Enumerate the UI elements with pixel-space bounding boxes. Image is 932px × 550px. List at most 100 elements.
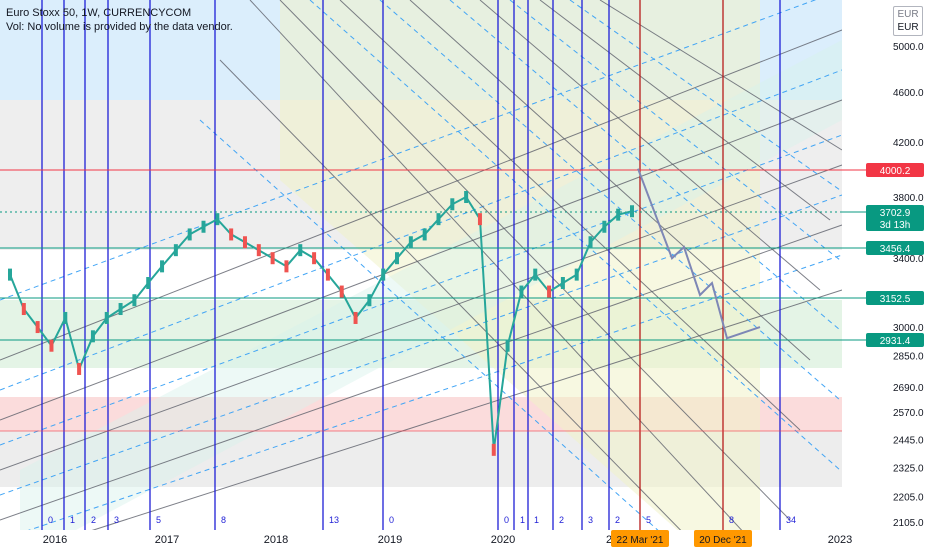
channel-line xyxy=(0,99,843,421)
price-candle xyxy=(118,303,123,316)
price-candle xyxy=(533,268,538,281)
price-candle xyxy=(616,208,621,221)
price-candle xyxy=(450,198,455,211)
price-candle xyxy=(339,285,344,298)
date-label: 20 Dec '21 xyxy=(699,535,747,546)
time-tick: 2018 xyxy=(264,534,288,546)
fan-dash xyxy=(569,0,841,191)
fib-time-label: 34 xyxy=(786,515,796,525)
time-tick: 2 xyxy=(606,534,612,546)
time-axis-bg xyxy=(0,530,932,550)
price-candle xyxy=(381,268,386,281)
price-label-value: 3152.5 xyxy=(880,294,911,305)
price-candle xyxy=(630,205,634,218)
price-tick: 2690.0 xyxy=(893,383,924,394)
price-candle xyxy=(8,268,12,281)
price-candle xyxy=(477,213,482,226)
projection-line xyxy=(637,168,761,340)
date-label: 22 Mar '21 xyxy=(617,535,664,546)
price-tick: 3800.0 xyxy=(893,193,924,204)
time-tick: 2020 xyxy=(491,534,515,546)
price-candle xyxy=(408,236,413,249)
price-tick: 3000.0 xyxy=(893,323,924,334)
fib-time-label: 0 xyxy=(48,515,53,525)
price-label-bg xyxy=(866,163,924,177)
projection-path xyxy=(637,168,761,340)
price-candle xyxy=(367,294,372,307)
fib-time-label: 0 xyxy=(504,515,509,525)
channel-line xyxy=(0,164,843,471)
fib-time-label: 13 xyxy=(329,515,339,525)
fib-time-label: 2 xyxy=(615,515,620,525)
price-candle xyxy=(464,190,469,203)
price-candle xyxy=(491,443,496,456)
fib-time-zones: 012358130011232583413 xyxy=(41,0,882,532)
price-tick: 5000.0 xyxy=(893,42,924,53)
price-candle xyxy=(201,220,206,233)
fan-dash xyxy=(309,0,841,471)
price-candle xyxy=(353,311,358,324)
price-candle xyxy=(298,244,303,257)
price-candle xyxy=(312,252,317,265)
time-tick: 2016 xyxy=(43,534,67,546)
price-candle xyxy=(242,236,247,249)
fib-time-label: 5 xyxy=(646,515,651,525)
fan-line xyxy=(249,0,761,550)
fib-time-label: 5 xyxy=(156,515,161,525)
symbol-title[interactable]: Euro Stoxx 50, 1W, CURRENCYCOM xyxy=(6,7,192,19)
fan-dash xyxy=(379,0,841,401)
price-tick: 2105.0 xyxy=(893,518,924,529)
price-candle xyxy=(49,339,54,352)
fan-dash xyxy=(449,0,841,331)
price-axis: 5000.0 4600.0 4200.0 3800.0 3400.0 3000.0 2850… xyxy=(842,0,932,550)
price-candle xyxy=(21,303,26,316)
fib-time-label: 2 xyxy=(91,515,96,525)
date-label-bg xyxy=(694,530,752,547)
fib-time-label: 1 xyxy=(534,515,539,525)
fan-line xyxy=(479,0,821,291)
price-label-value: 2931.4 xyxy=(880,336,911,347)
fib-time-label: 1 xyxy=(70,515,75,525)
price-label-value: 3456.4 xyxy=(880,244,911,255)
price-candle xyxy=(173,244,178,257)
time-tick: 2019 xyxy=(378,534,402,546)
fib-time-label: 3 xyxy=(588,515,593,525)
price-candle xyxy=(63,311,68,324)
price-candle xyxy=(436,213,441,226)
price-candle xyxy=(422,228,427,241)
price-candle xyxy=(90,330,95,343)
price-label-bg xyxy=(866,205,924,231)
price-label-bg xyxy=(866,333,924,347)
channel-dash xyxy=(0,194,843,496)
channel-line xyxy=(0,224,843,521)
fib-time-label: 2 xyxy=(559,515,564,525)
price-tick: 2205.0 xyxy=(893,492,924,503)
time-tick: 2017 xyxy=(155,534,179,546)
currency-badge[interactable]: EUR EUR xyxy=(893,6,923,36)
fan-line xyxy=(279,0,791,521)
price-candle xyxy=(395,252,400,265)
channel-dash xyxy=(0,69,843,391)
price-candle xyxy=(560,277,565,290)
price-candle xyxy=(146,277,151,290)
channel-dash xyxy=(0,254,843,541)
price-candle xyxy=(229,228,234,241)
price-label-bg xyxy=(866,241,924,255)
price-candle xyxy=(215,213,220,226)
price-candle xyxy=(270,252,275,265)
fib-time-label: 0 xyxy=(389,515,394,525)
price-candle xyxy=(104,311,109,324)
price-label-value: 4000.2 xyxy=(880,166,911,177)
price-series xyxy=(8,190,634,456)
fib-time-label: 8 xyxy=(729,515,734,525)
channel-line xyxy=(29,289,843,550)
price-tick: 2445.0 xyxy=(893,436,924,447)
channel-fill xyxy=(20,40,842,550)
volume-note: Vol: No volume is provided by the data v… xyxy=(6,21,233,33)
price-tick: 2850.0 xyxy=(893,351,924,362)
price-label-countdown: 3d 13h xyxy=(880,220,911,231)
channel-line xyxy=(0,29,843,361)
price-tick: 3400.0 xyxy=(893,254,924,265)
price-candle xyxy=(160,260,165,273)
